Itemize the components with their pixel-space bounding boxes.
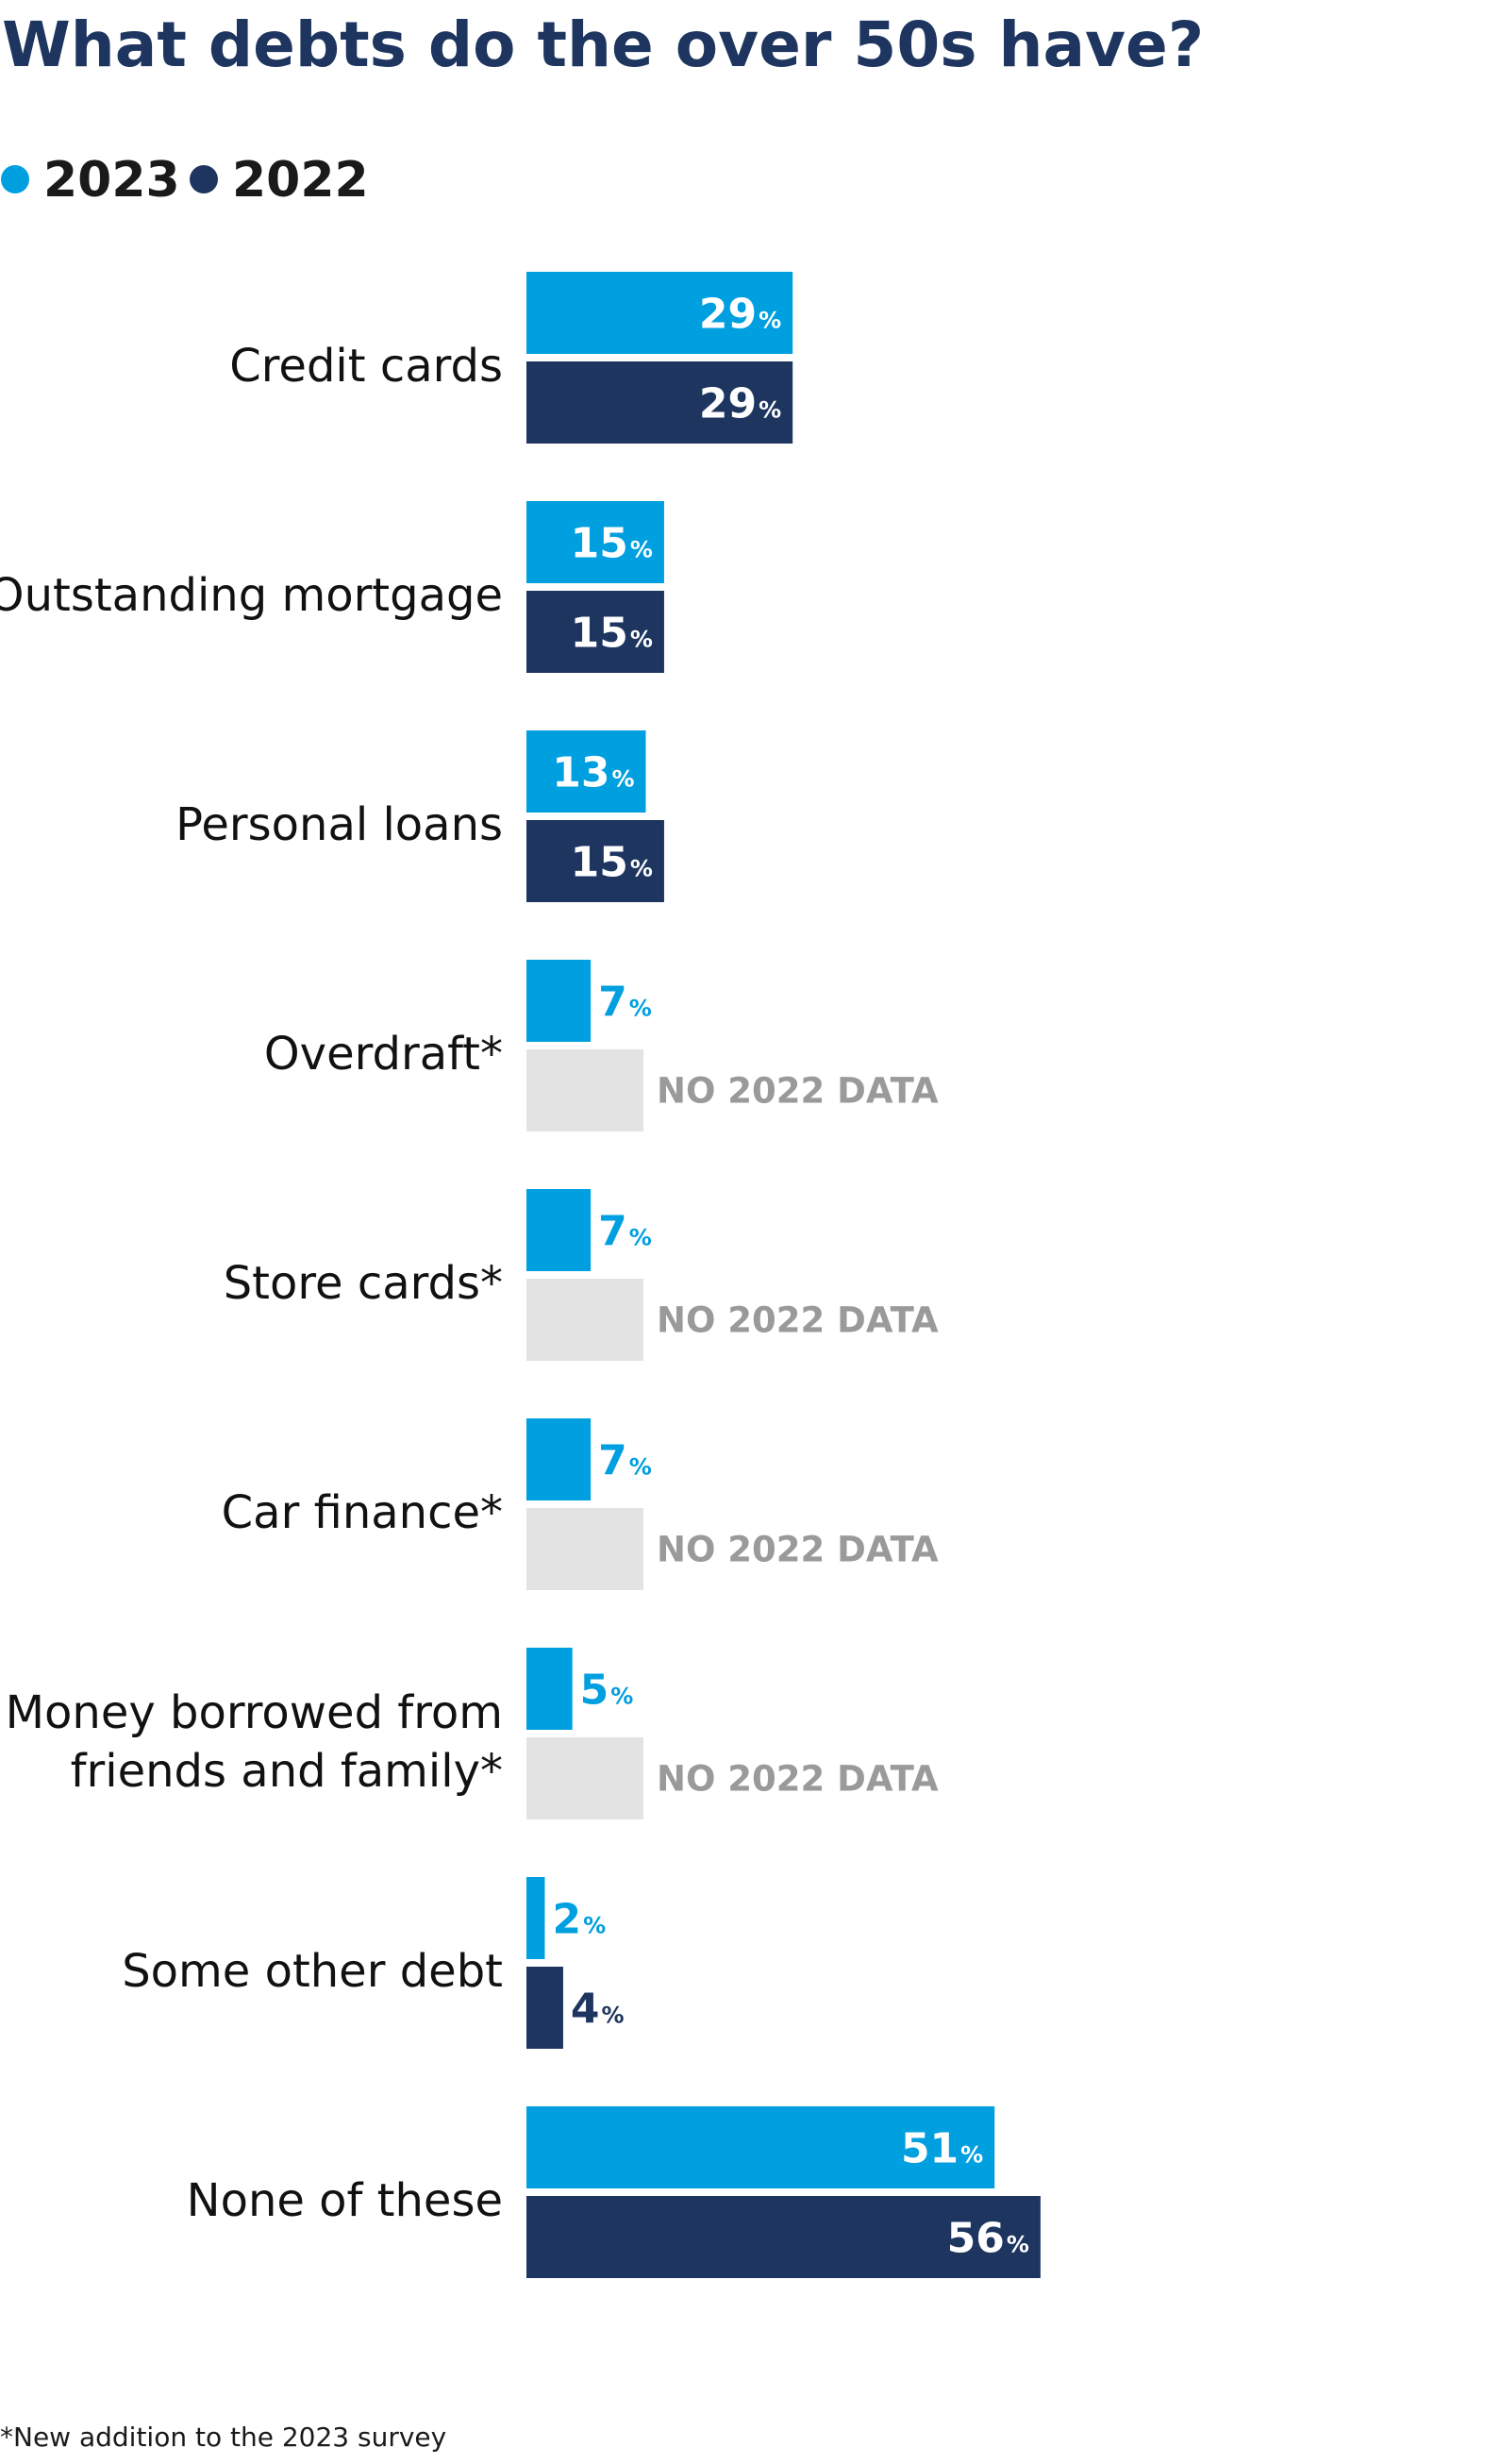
bar-2022 xyxy=(526,1967,563,2049)
bar-2022-no-data xyxy=(526,1279,643,1361)
bar-2023 xyxy=(526,960,592,1042)
legend-marker-2022 xyxy=(190,165,218,193)
bar-2022 xyxy=(526,2196,1041,2278)
value-label-2023: 51% xyxy=(901,2125,983,2173)
category-label: None of these xyxy=(187,2174,503,2227)
legend-label-2023: 2023 xyxy=(43,152,180,209)
value-label-2022: 4% xyxy=(571,1986,625,2034)
legend: 2023 2022 xyxy=(1,152,369,209)
legend-marker-2023 xyxy=(1,165,29,193)
value-label-2023: 2% xyxy=(552,1896,606,1944)
category-group: Some other debt 2% 4% xyxy=(122,1877,625,2049)
bar-2023 xyxy=(526,1877,545,1959)
category-label: Credit cards xyxy=(229,340,503,393)
category-label: Car finance* xyxy=(222,1486,503,1539)
bar-2023 xyxy=(526,272,793,354)
bar-2023 xyxy=(526,730,646,813)
category-group: Store cards* 7% NO 2022 DATA xyxy=(224,1189,939,1361)
bar-2022-no-data xyxy=(526,1049,643,1131)
footnote: *New addition to the 2023 survey xyxy=(0,2422,446,2453)
chart-title: What debts do the over 50s have? xyxy=(2,8,1204,81)
legend-label-2022: 2022 xyxy=(232,152,369,209)
value-label-2023: 15% xyxy=(571,520,653,568)
value-label-2022: 56% xyxy=(947,2215,1029,2263)
no-data-label: NO 2022 DATA xyxy=(657,1530,939,1570)
category-group: Car finance* 7% NO 2022 DATA xyxy=(222,1418,939,1590)
value-label-2023: 29% xyxy=(699,291,781,339)
value-label-2023: 5% xyxy=(580,1667,634,1715)
value-label-2023: 13% xyxy=(552,749,634,797)
category-label: Store cards* xyxy=(224,1257,503,1310)
bar-2023 xyxy=(526,1189,592,1271)
value-label-2022: 29% xyxy=(699,380,781,428)
bar-2023 xyxy=(526,1648,573,1730)
category-label: friends and family* xyxy=(71,1745,503,1798)
bar-2023 xyxy=(526,1418,592,1500)
no-data-label: NO 2022 DATA xyxy=(657,1759,939,1800)
category-group: Personal loans 13% 15% xyxy=(175,730,664,902)
category-group: Overdraft* 7% NO 2022 DATA xyxy=(264,960,939,1131)
bars-group: Credit cards 29% 29% Outstanding mortgage 15… xyxy=(0,272,1041,2278)
value-label-2023: 7% xyxy=(598,1208,652,1256)
value-label-2022: 15% xyxy=(571,610,653,658)
category-label: Outstanding mortgage xyxy=(0,569,503,622)
bar-2022 xyxy=(526,591,664,673)
category-label: Some other debt xyxy=(122,1945,503,1998)
no-data-label: NO 2022 DATA xyxy=(657,1300,939,1341)
category-label: Personal loans xyxy=(175,798,503,851)
category-group: Outstanding mortgage 15% 15% xyxy=(0,501,664,673)
bar-2022 xyxy=(526,820,664,902)
category-group: Money borrowed from friends and family* 5%… xyxy=(6,1648,939,1819)
category-label: Overdraft* xyxy=(264,1028,503,1081)
bar-2022-no-data xyxy=(526,1508,643,1590)
bar-2023 xyxy=(526,2106,995,2188)
category-group: Credit cards 29% 29% xyxy=(229,272,793,444)
value-label-2022: 15% xyxy=(571,839,653,887)
category-group: None of these 51% 56% xyxy=(187,2106,1041,2278)
bar-2023 xyxy=(526,501,664,583)
bar-2022 xyxy=(526,361,793,444)
category-label: Money borrowed from xyxy=(6,1686,503,1739)
no-data-label: NO 2022 DATA xyxy=(657,1071,939,1112)
value-label-2023: 7% xyxy=(598,979,652,1027)
bar-2022-no-data xyxy=(526,1737,643,1819)
value-label-2023: 7% xyxy=(598,1437,652,1485)
